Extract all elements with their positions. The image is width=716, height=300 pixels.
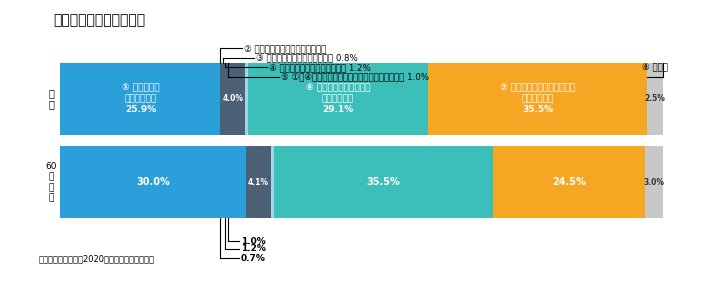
Bar: [60, 146, 246, 218]
Text: 30.0%: 30.0%: [136, 177, 170, 187]
Bar: [493, 146, 644, 218]
Text: ⑦ 今はまだ事業承継について
考えていない
35.5%: ⑦ 今はまだ事業承継について 考えていない 35.5%: [500, 84, 575, 114]
Bar: [248, 63, 428, 135]
Bar: [246, 146, 271, 218]
Text: 図5: 図5: [20, 10, 34, 20]
Text: ④ 個人への引継ぎを考えている 1.2%: ④ 個人への引継ぎを考えている 1.2%: [268, 63, 370, 72]
Text: ⑥ 現在の事業を継続する
つもりはない
29.1%: ⑥ 現在の事業を継続する つもりはない 29.1%: [306, 84, 370, 114]
Bar: [245, 63, 248, 135]
Text: ① 親族内承継
を考えている
25.9%: ① 親族内承継 を考えている 25.9%: [122, 84, 159, 114]
Text: 0.7%: 0.7%: [241, 254, 266, 263]
Text: 図表の出典はすべて2020年版「中小企業白書」: 図表の出典はすべて2020年版「中小企業白書」: [39, 254, 155, 263]
Text: 2.5%: 2.5%: [644, 94, 665, 103]
Bar: [271, 146, 274, 218]
Text: ⑧ その他: ⑧ その他: [642, 63, 668, 72]
Bar: [647, 63, 662, 135]
Text: 24.5%: 24.5%: [552, 177, 586, 187]
Bar: [274, 146, 493, 218]
Text: 4.1%: 4.1%: [248, 178, 269, 187]
Text: ③ 会社への引継ぎを考えている 0.8%: ③ 会社への引継ぎを考えている 0.8%: [256, 53, 358, 62]
Text: 1.2%: 1.2%: [241, 244, 266, 253]
Text: ② 役員・従業員承継を考えている: ② 役員・従業員承継を考えている: [244, 44, 326, 53]
Text: 4.0%: 4.0%: [222, 94, 243, 103]
Text: 60
代
以
上: 60 代 以 上: [46, 162, 57, 202]
Text: 全
体: 全 体: [48, 88, 54, 110]
Bar: [221, 63, 245, 135]
Text: 事業承継の意向別の割合: 事業承継の意向別の割合: [54, 14, 146, 28]
Bar: [60, 63, 221, 135]
Bar: [428, 63, 647, 135]
Text: 3.0%: 3.0%: [644, 178, 664, 187]
Bar: [644, 146, 663, 218]
Text: 35.5%: 35.5%: [367, 177, 401, 187]
Text: ⑤ ①〜④以外の方法による事業承継を考えている 1.0%: ⑤ ①〜④以外の方法による事業承継を考えている 1.0%: [281, 72, 429, 81]
Text: 1.0%: 1.0%: [241, 237, 266, 246]
